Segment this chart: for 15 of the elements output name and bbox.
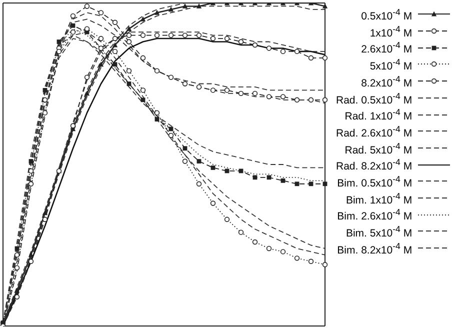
legend-label: Rad. 8.2x10$^{-4}$ M bbox=[336, 156, 412, 174]
legend-label: Bim. 0.5x10$^{-4}$ M bbox=[337, 173, 412, 190]
legend-label: 2.6x10$^{-4}$ M bbox=[361, 39, 412, 56]
legend-label: Bim. 2.6x10$^{-4}$ M bbox=[337, 206, 412, 224]
legend-label: Bim. 1x10$^{-4}$ M bbox=[346, 190, 412, 206]
legend-label: 8.2x10$^{-4}$ M bbox=[361, 72, 412, 90]
legend-label: Rad. 0.5x10$^{-4}$ M bbox=[336, 90, 412, 106]
legend-label: 5x10$^{-4}$ M bbox=[370, 56, 412, 73]
legend-label: Bim. 8.2x10$^{-4}$ M bbox=[337, 240, 412, 257]
legend-label: Bim. 5x10$^{-4}$ M bbox=[346, 223, 412, 240]
legend-label: 0.5x10$^{-4}$ M bbox=[361, 6, 412, 23]
legend-label: 1x10$^{-4}$ M bbox=[370, 22, 412, 40]
legend-label: Rad. 2.6x10$^{-4}$ M bbox=[336, 122, 412, 140]
legend-label: Rad. 5x10$^{-4}$ M bbox=[344, 140, 412, 156]
legend-label: Rad. 1x10$^{-4}$ M bbox=[344, 106, 412, 123]
